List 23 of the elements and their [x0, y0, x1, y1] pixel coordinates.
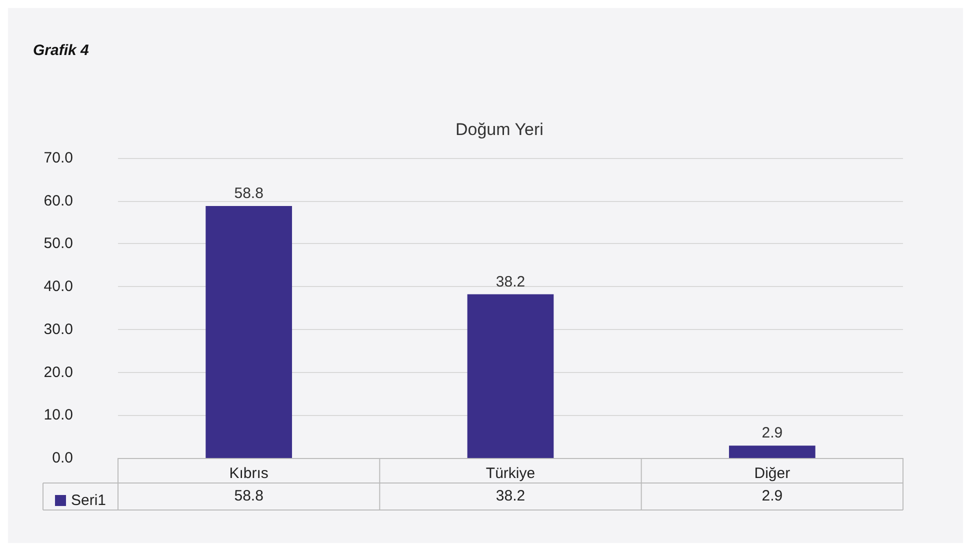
y-tick-label: 30.0: [44, 320, 73, 338]
annotation: 2.9: [762, 424, 783, 442]
y-tick-label: 20.0: [44, 364, 73, 381]
data-label: 38.2: [496, 488, 526, 504]
y-tick-label: 10.0: [44, 406, 73, 424]
bar: [206, 206, 292, 458]
data-label: 2.9: [762, 488, 783, 504]
text: Grafik 4: [33, 42, 90, 59]
y-tick-label: 0.0: [52, 450, 73, 466]
y-tick-label: 40.0: [44, 278, 73, 296]
annotation: 58.8: [234, 185, 264, 202]
bar: [728, 446, 816, 458]
legend-label: Seri1: [71, 492, 106, 509]
annotation: 38.2: [496, 273, 526, 290]
x-tick-label: Kıbrıs: [229, 465, 268, 482]
x-tick-label: Türkiye: [486, 465, 536, 482]
y-tick-label: 70.0: [44, 150, 73, 166]
bar: [467, 294, 554, 458]
y-tick-label: 50.0: [44, 235, 73, 252]
x-tick-label: Diğer: [754, 465, 790, 482]
chart-title: Doğum Yeri: [456, 120, 544, 139]
data-label: 58.8: [234, 488, 264, 504]
y-tick-label: 60.0: [44, 192, 73, 210]
